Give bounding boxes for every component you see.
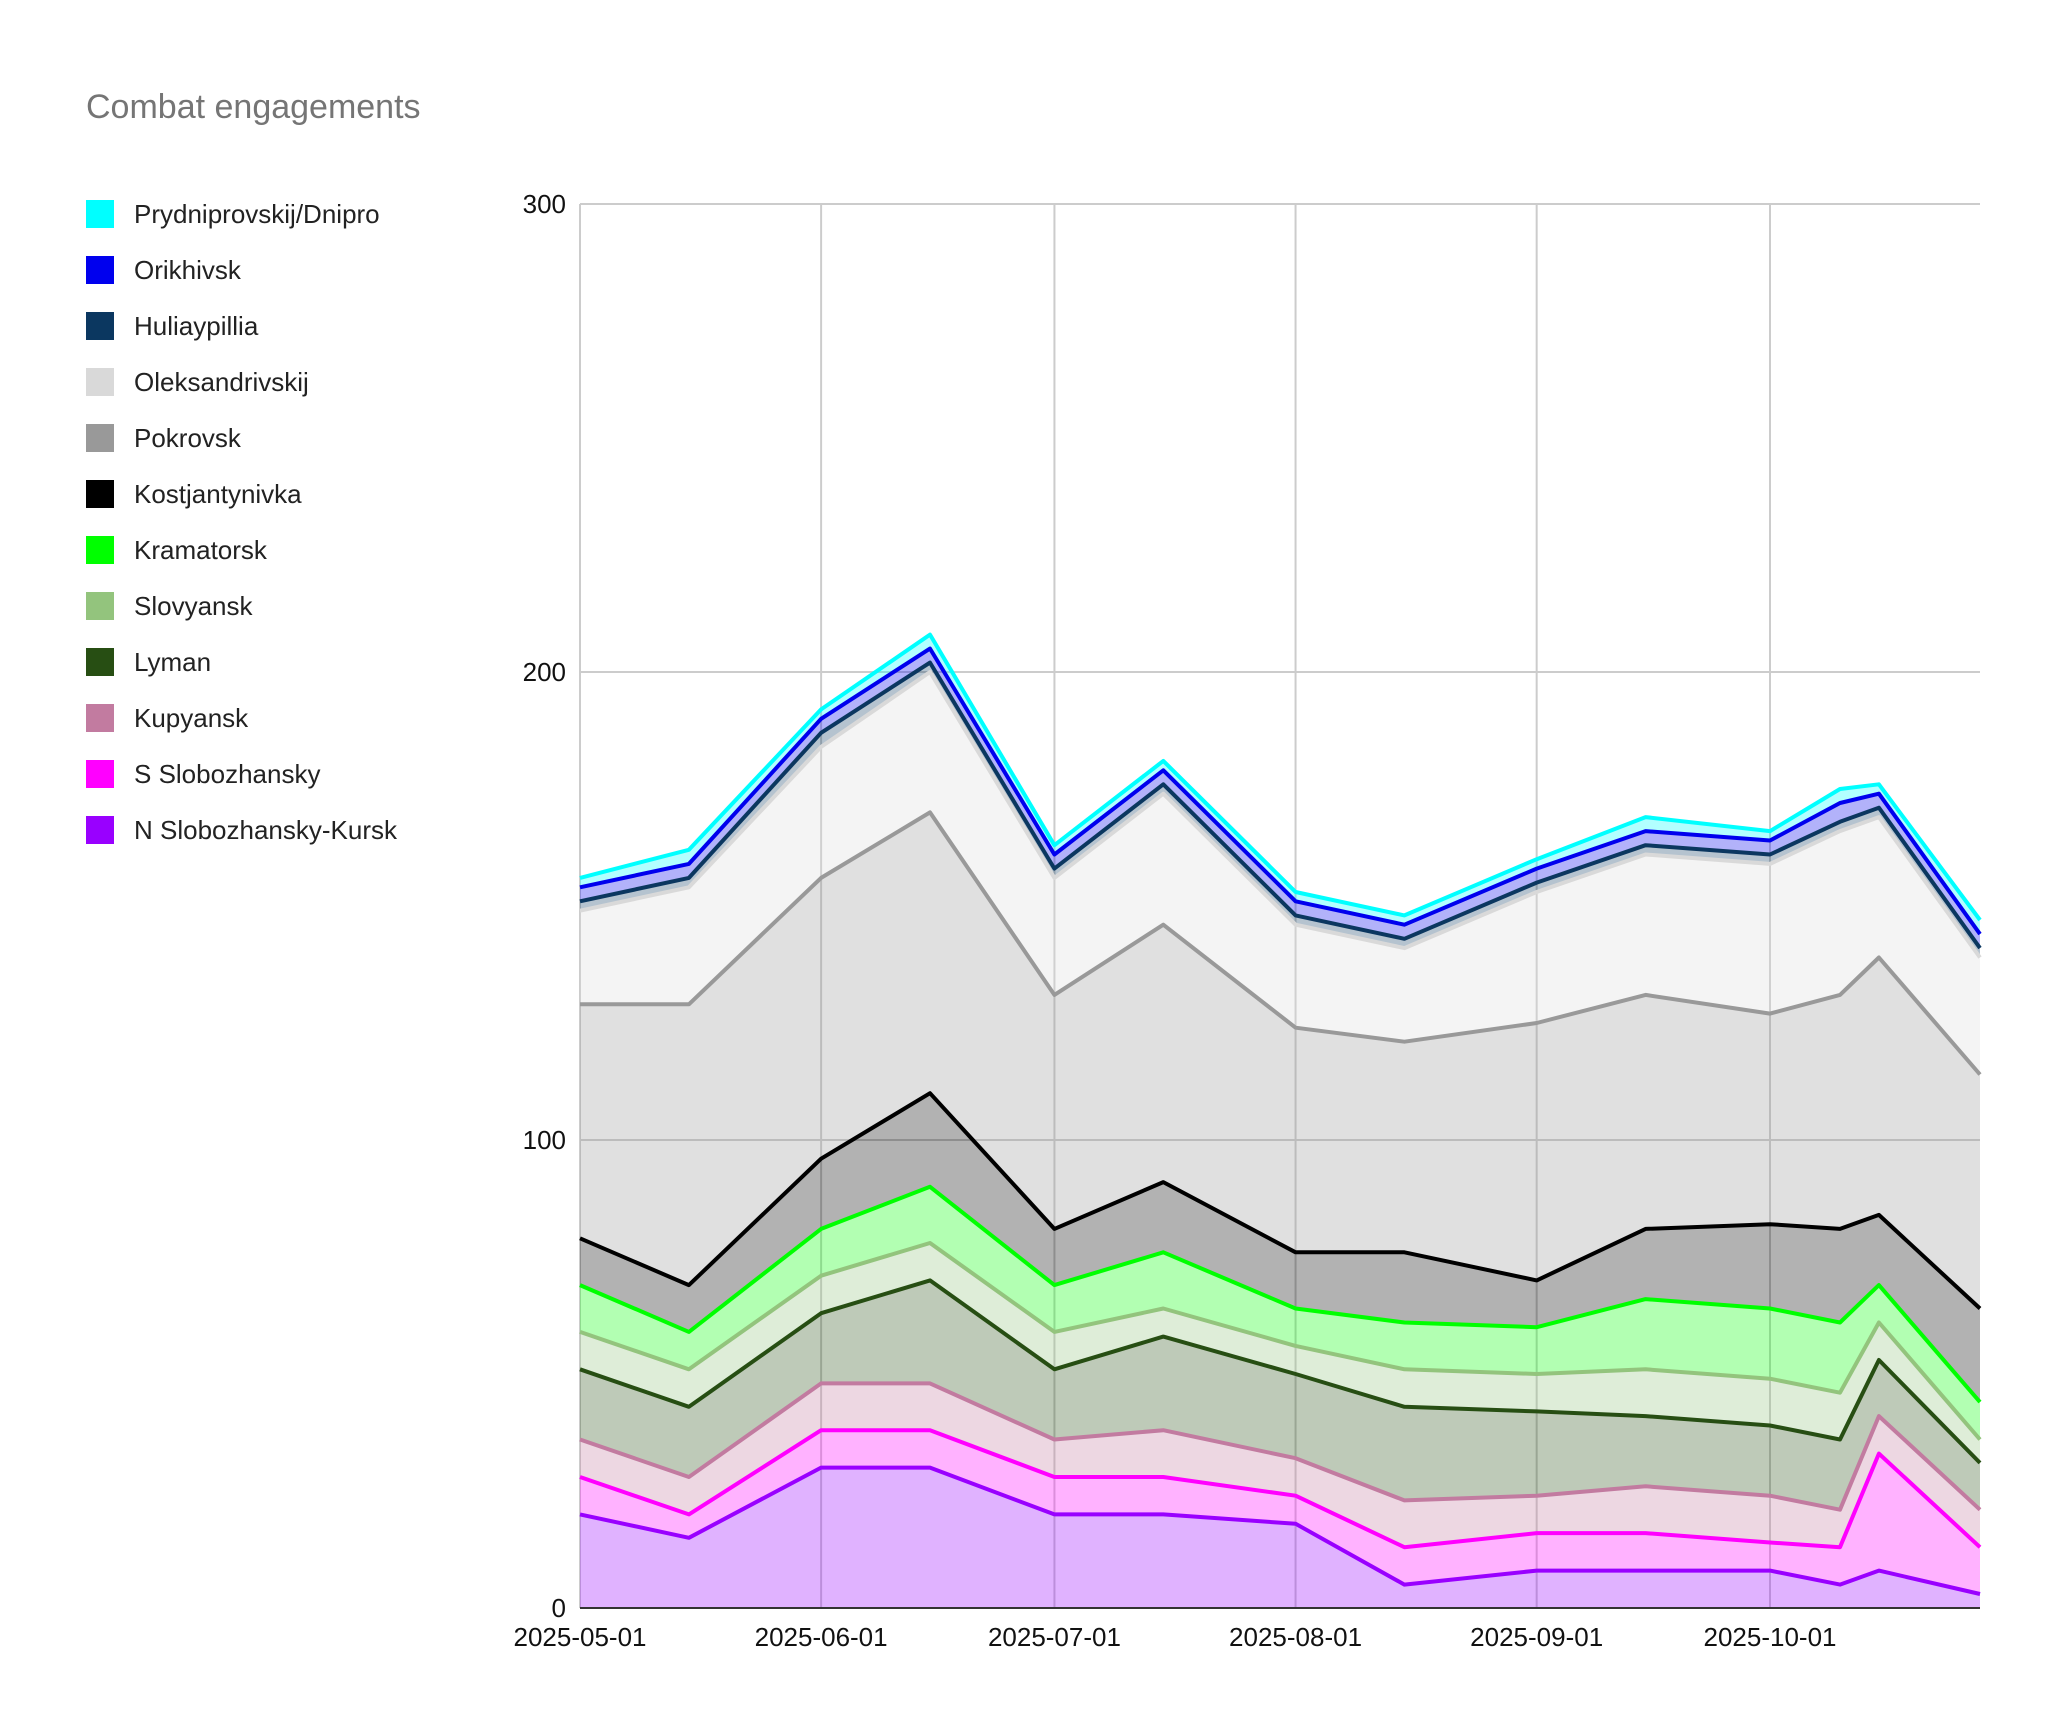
legend-label: Lyman — [134, 646, 212, 677]
line-kramatorsk — [579, 1184, 1982, 1404]
series-lines — [579, 632, 1982, 1596]
area-pokrovsk — [580, 812, 1980, 1309]
legend-swatch — [86, 200, 114, 228]
x-tick-label: 2025-06-01 — [755, 1622, 888, 1652]
legend-swatch — [86, 648, 114, 676]
x-tick-label: 2025-09-01 — [1470, 1622, 1603, 1652]
area-kupyansk — [580, 1383, 1980, 1548]
legend-swatch — [86, 256, 114, 284]
y-tick-label: 100 — [523, 1125, 566, 1155]
legend: Prydniprovskij/Dnipro Orikhivsk Huliaypi… — [86, 186, 486, 858]
line-kupyansk — [579, 1381, 1982, 1512]
x-tick-label: 2025-07-01 — [988, 1622, 1121, 1652]
legend-item-kupyansk[interactable]: Kupyansk — [86, 690, 486, 746]
legend-label: N Slobozhansky-Kursk — [134, 814, 397, 845]
y-tick-label: 200 — [523, 657, 566, 687]
legend-item-oleksandrivskij[interactable]: Oleksandrivskij — [86, 354, 486, 410]
legend-item-pokrovsk[interactable]: Pokrovsk — [86, 410, 486, 466]
legend-swatch — [86, 592, 114, 620]
x-tick-label: 2025-05-01 — [514, 1622, 647, 1652]
area-n-slobozhansky-kursk — [580, 1467, 1980, 1608]
y-tick-label: 0 — [552, 1593, 566, 1623]
legend-item-lyman[interactable]: Lyman — [86, 634, 486, 690]
line-kostjantynivka — [579, 1091, 1982, 1310]
line-huliaypillia — [579, 660, 1982, 950]
legend-swatch — [86, 536, 114, 564]
line-n-slobozhansky-kursk — [579, 1465, 1981, 1596]
line-oleksandrivskij — [579, 670, 1982, 959]
area-slovyansk — [580, 1243, 1980, 1463]
legend-item-slovyansk[interactable]: Slovyansk — [86, 578, 486, 634]
legend-swatch — [86, 312, 114, 340]
area-oleksandrivskij — [580, 672, 1980, 1075]
line-slovyansk — [579, 1241, 1982, 1441]
axes: 0 100 200 300 2025-05-01 2025-06-01 2025… — [514, 189, 1980, 1652]
line-lyman — [579, 1278, 1982, 1465]
legend-item-kostjantynivka[interactable]: Kostjantynivka — [86, 466, 486, 522]
area-kostjantynivka — [580, 1093, 1980, 1403]
legend-item-n-slobozhansky-kursk[interactable]: N Slobozhansky-Kursk — [86, 802, 486, 858]
legend-label: Orikhivsk — [134, 254, 241, 285]
legend-swatch — [86, 816, 114, 844]
legend-item-s-slobozhansky[interactable]: S Slobozhansky — [86, 746, 486, 802]
x-tick-label: 2025-10-01 — [1704, 1622, 1837, 1652]
legend-label: Kostjantynivka — [134, 478, 302, 509]
legend-label: Kramatorsk — [134, 534, 267, 565]
legend-label: S Slobozhansky — [134, 758, 321, 789]
legend-label: Slovyansk — [134, 590, 253, 621]
line-orikhivsk — [579, 646, 1982, 936]
legend-label: Kupyansk — [134, 702, 249, 733]
legend-swatch — [86, 424, 114, 452]
legend-item-kramatorsk[interactable]: Kramatorsk — [86, 522, 486, 578]
legend-item-huliaypillia[interactable]: Huliaypillia — [86, 298, 486, 354]
x-tick-label: 2025-08-01 — [1229, 1622, 1362, 1652]
legend-swatch — [86, 480, 114, 508]
line-s-slobozhansky — [579, 1428, 1982, 1550]
legend-label: Prydniprovskij/Dnipro — [134, 198, 380, 229]
series-areas — [580, 634, 1980, 1608]
chart-title: Combat engagements — [86, 88, 421, 126]
area-kramatorsk — [580, 1186, 1980, 1440]
area-s-slobozhansky — [580, 1430, 1980, 1594]
legend-swatch — [86, 704, 114, 732]
line-pokrovsk — [580, 810, 1982, 1076]
y-tick-label: 300 — [523, 189, 566, 219]
line-prydniprovskij-dnipro — [579, 632, 1982, 922]
legend-swatch — [86, 760, 114, 788]
legend-item-prydniprovskij[interactable]: Prydniprovskij/Dnipro — [86, 186, 486, 242]
legend-label: Pokrovsk — [134, 422, 241, 453]
legend-item-orikhivsk[interactable]: Orikhivsk — [86, 242, 486, 298]
legend-swatch — [86, 368, 114, 396]
legend-label: Huliaypillia — [134, 310, 259, 341]
legend-label: Oleksandrivskij — [134, 366, 309, 397]
area-lyman — [580, 1280, 1980, 1510]
